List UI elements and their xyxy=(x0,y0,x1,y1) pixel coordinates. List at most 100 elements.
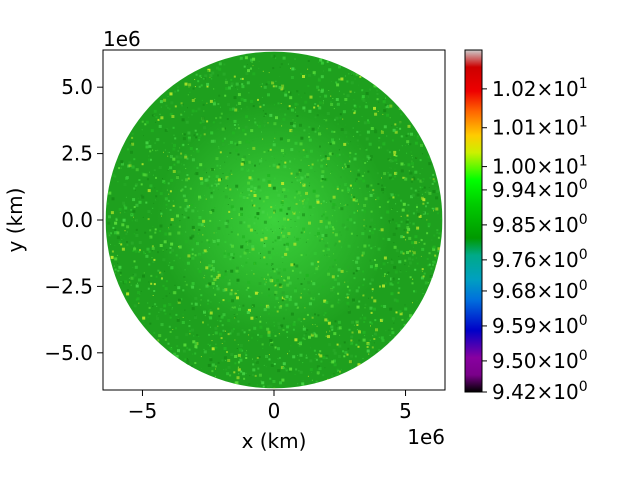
disk-speckle xyxy=(214,293,216,296)
disk-speckle xyxy=(114,268,117,271)
disk-speckle xyxy=(285,309,287,311)
disk-speckle xyxy=(365,201,369,205)
disk-speckle xyxy=(184,240,188,243)
disk-speckle xyxy=(251,245,255,249)
disk-speckle xyxy=(251,269,253,271)
disk-speckle xyxy=(327,272,331,276)
disk-speckle xyxy=(335,98,339,101)
disk-speckle xyxy=(351,367,352,369)
disk-speckle xyxy=(333,277,337,281)
disk-speckle xyxy=(426,212,429,215)
disk-speckle xyxy=(334,242,337,245)
disk-speckle xyxy=(121,238,123,240)
disk-speckle xyxy=(332,141,336,145)
disk-speckle xyxy=(274,137,276,139)
disk-speckle xyxy=(246,350,247,352)
disk-speckle xyxy=(245,140,249,144)
disk-speckle xyxy=(257,178,260,181)
disk-speckle xyxy=(291,269,294,272)
disk-speckle xyxy=(178,298,181,302)
disk-speckle xyxy=(428,187,430,188)
disk-speckle xyxy=(305,354,307,356)
disk-speckle xyxy=(338,299,341,302)
disk-speckle xyxy=(226,156,228,158)
disk-speckle xyxy=(230,244,234,248)
disk-speckle xyxy=(400,135,403,138)
disk-speckle xyxy=(426,190,429,194)
disk-speckle xyxy=(337,320,341,324)
disk-speckle xyxy=(257,98,259,101)
disk-speckle xyxy=(133,273,137,277)
disk-speckle xyxy=(312,324,314,326)
disk-speckle xyxy=(274,293,276,296)
disk-speckle xyxy=(217,325,219,327)
disk-speckle xyxy=(344,103,346,104)
disk-speckle xyxy=(172,126,175,129)
disk-speckle xyxy=(316,325,318,327)
disk-speckle xyxy=(372,189,375,192)
disk-speckle xyxy=(350,266,354,270)
disk-speckle xyxy=(240,357,242,359)
disk-speckle xyxy=(120,243,123,246)
disk-speckle xyxy=(299,271,302,274)
disk-speckle xyxy=(324,155,327,158)
disk-speckle xyxy=(284,195,288,199)
disk-speckle xyxy=(370,127,374,130)
disk-speckle xyxy=(300,182,302,184)
disk-speckle xyxy=(249,295,252,298)
disk-speckle xyxy=(406,223,409,226)
disk-speckle xyxy=(426,258,429,260)
disk-speckle xyxy=(164,270,166,272)
disk-speckle xyxy=(225,87,229,91)
disk-speckle xyxy=(192,219,194,221)
disk-speckle xyxy=(175,335,179,339)
disk-speckle xyxy=(327,221,331,225)
disk-speckle xyxy=(169,331,172,333)
disk-speckle xyxy=(314,130,317,133)
disk-speckle xyxy=(312,189,316,193)
disk-speckle xyxy=(324,312,327,315)
disk-speckle xyxy=(289,168,291,169)
disk-speckle xyxy=(269,148,272,151)
disk-speckle xyxy=(429,264,431,266)
disk-speckle xyxy=(277,236,281,240)
disk-speckle xyxy=(356,320,358,322)
disk-speckle xyxy=(407,132,410,135)
disk-speckle xyxy=(123,237,125,239)
disk-speckle xyxy=(163,142,165,144)
disk-speckle xyxy=(271,156,273,158)
disk-speckle xyxy=(261,96,263,98)
disk-speckle xyxy=(432,207,435,210)
disk-speckle xyxy=(133,187,136,190)
disk-speckle xyxy=(208,241,211,244)
disk-speckle xyxy=(202,251,205,254)
disk-speckle xyxy=(118,242,120,244)
disk-speckle xyxy=(334,118,336,121)
disk-speckle xyxy=(118,240,121,243)
disk-speckle xyxy=(325,211,327,213)
disk-speckle xyxy=(353,277,356,280)
disk-speckle xyxy=(225,78,227,81)
disk-speckle xyxy=(239,221,243,225)
disk-speckle xyxy=(208,186,211,189)
colorbar-tick-label: 9.94×100 xyxy=(492,177,588,202)
disk-speckle xyxy=(218,94,221,97)
disk-speckle xyxy=(152,261,155,263)
disk-speckle xyxy=(163,304,167,308)
disk-speckle xyxy=(313,57,315,59)
disk-speckle xyxy=(235,269,239,273)
disk-speckle xyxy=(410,195,413,199)
disk-speckle xyxy=(344,183,348,187)
disk-speckle xyxy=(431,254,433,256)
disk-speckle xyxy=(324,254,325,256)
disk-speckle xyxy=(241,77,244,80)
disk-speckle xyxy=(329,378,331,380)
disk-speckle xyxy=(295,190,298,193)
disk-speckle xyxy=(326,165,328,167)
disk-speckle xyxy=(319,58,323,62)
disk-speckle xyxy=(391,277,395,281)
disk-speckle xyxy=(225,368,228,371)
disk-speckle xyxy=(202,77,205,80)
disk-speckle xyxy=(142,316,146,320)
disk-speckle xyxy=(223,347,227,350)
